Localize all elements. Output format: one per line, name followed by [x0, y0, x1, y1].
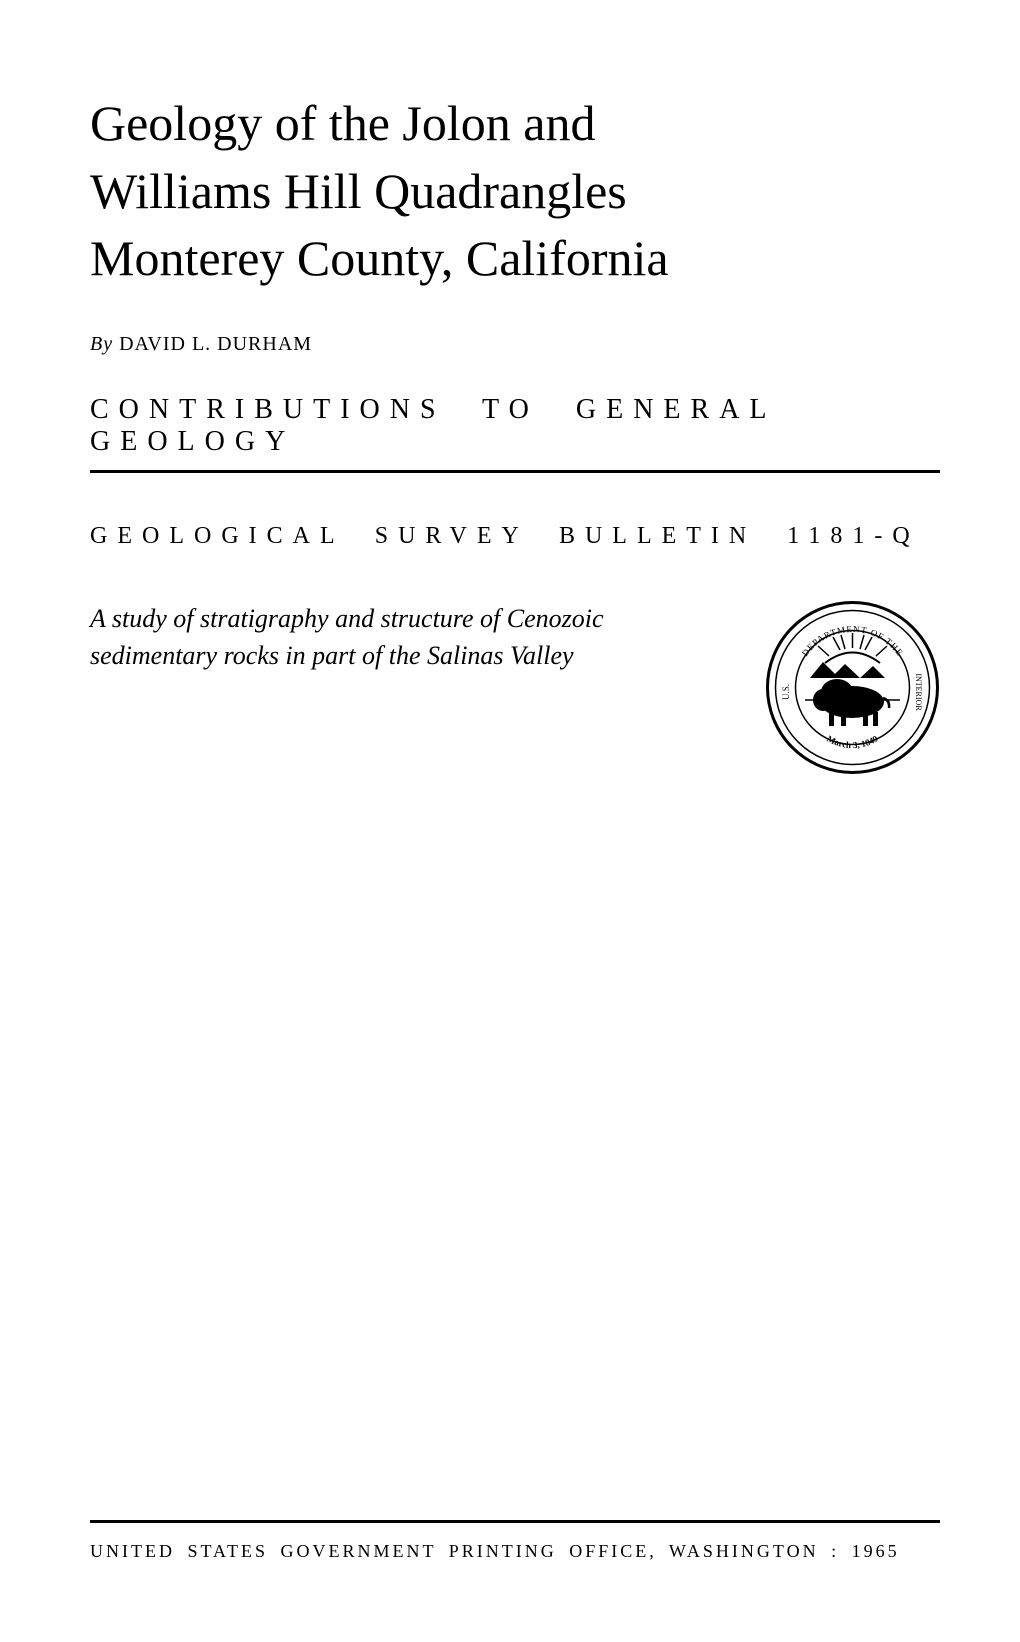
- department-seal-icon: DEPARTMENT OF THE U.S. INTERIOR March 3,…: [765, 600, 940, 775]
- title-line-3: Monterey County, California: [90, 230, 669, 286]
- author-name: DAVID L. DURHAM: [119, 333, 312, 355]
- study-description: A study of stratigraphy and structure of…: [90, 600, 695, 675]
- svg-text:U.S.: U.S.: [781, 683, 791, 699]
- divider-top: [90, 470, 940, 473]
- svg-text:March 3, 1849: March 3, 1849: [825, 733, 880, 750]
- series-title: CONTRIBUTIONS TO GENERAL GEOLOGY: [90, 394, 940, 458]
- bulletin-label: GEOLOGICAL SURVEY BULLETIN: [90, 523, 756, 549]
- bulletin-line: GEOLOGICAL SURVEY BULLETIN 1181-Q: [90, 523, 940, 550]
- author-byline: By DAVID L. DURHAM: [90, 333, 940, 356]
- publisher-line: UNITED STATES GOVERNMENT PRINTING OFFICE…: [90, 1541, 940, 1562]
- divider-bottom: [90, 1520, 940, 1523]
- bulletin-number: 1181-Q: [787, 523, 919, 549]
- by-prefix: By: [90, 333, 113, 355]
- svg-text:INTERIOR: INTERIOR: [914, 673, 923, 711]
- footer: UNITED STATES GOVERNMENT PRINTING OFFICE…: [90, 1520, 940, 1562]
- title-line-1: Geology of the Jolon and: [90, 95, 595, 151]
- description-row: A study of stratigraphy and structure of…: [90, 600, 940, 775]
- title-line-2: Williams Hill Quadrangles: [90, 163, 627, 219]
- document-title: Geology of the Jolon and Williams Hill Q…: [90, 90, 940, 293]
